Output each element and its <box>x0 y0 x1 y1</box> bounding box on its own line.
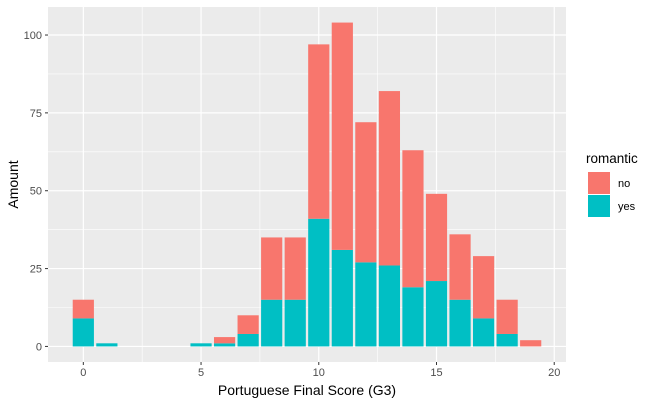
x-tick-label: 0 <box>80 367 86 379</box>
y-tick-label: 25 <box>30 264 42 276</box>
bar-yes <box>496 333 518 347</box>
bar-no <box>213 337 236 344</box>
y-tick-label: 75 <box>30 108 42 120</box>
bar-yes <box>331 249 353 347</box>
bar-yes <box>378 265 401 347</box>
y-tick-labels: 0 25 50 75 100 <box>24 30 42 353</box>
bar-no <box>261 237 283 300</box>
bar-no <box>520 340 542 347</box>
bar-yes <box>72 318 94 347</box>
minor-gridlines <box>48 7 566 362</box>
y-tick-label: 100 <box>24 30 42 42</box>
legend-key-no <box>588 172 610 194</box>
bar-no <box>425 193 448 282</box>
x-tick-label: 20 <box>548 367 560 379</box>
bar-no <box>284 237 306 300</box>
bar-no <box>331 22 353 250</box>
bar-no <box>402 150 424 288</box>
bars <box>72 22 542 347</box>
legend-label-no: no <box>618 178 630 190</box>
bar-yes <box>96 343 118 347</box>
bar-no <box>72 299 94 319</box>
x-tick-label: 5 <box>198 367 204 379</box>
bar-no <box>355 122 377 263</box>
bar-no <box>449 234 471 300</box>
bar-yes <box>449 299 471 347</box>
bar-yes <box>308 218 330 347</box>
bar-yes <box>472 318 495 347</box>
bar-yes <box>237 333 259 347</box>
bar-yes <box>213 343 236 347</box>
x-tick-label: 10 <box>313 367 325 379</box>
legend-label-yes: yes <box>618 201 636 213</box>
bar-yes <box>284 299 306 347</box>
bar-yes <box>355 262 377 347</box>
bar-yes <box>261 299 283 347</box>
bar-yes <box>402 287 424 347</box>
bar-no <box>496 299 518 334</box>
bar-no <box>472 256 495 319</box>
bar-no <box>308 44 330 219</box>
bar-yes <box>190 343 212 347</box>
legend-key-yes <box>588 195 610 217</box>
bar-no <box>378 91 401 266</box>
x-tick-labels: 0 5 10 15 20 <box>80 367 560 379</box>
y-tick-label: 0 <box>36 341 42 353</box>
legend-title: romantic <box>586 151 638 166</box>
bar-yes <box>425 281 448 347</box>
legend: romantic no yes <box>586 151 638 217</box>
axis-ticks <box>45 34 555 365</box>
x-axis-title: Portuguese Final Score (G3) <box>218 382 396 398</box>
y-tick-label: 50 <box>30 186 42 198</box>
y-axis-title: Amount <box>5 160 21 208</box>
bar-no <box>237 315 259 334</box>
x-tick-label: 15 <box>430 367 442 379</box>
